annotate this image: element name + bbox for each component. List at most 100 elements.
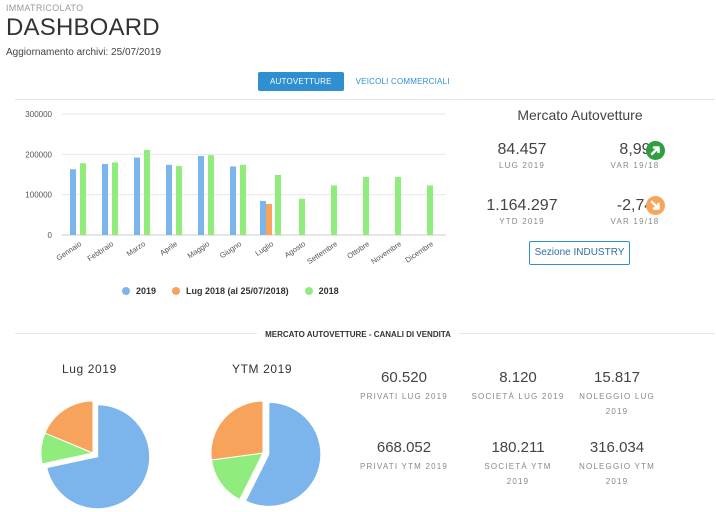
bar-2018[interactable] bbox=[176, 166, 182, 235]
bar-2018[interactable] bbox=[363, 176, 369, 235]
x-tick-label: Dicembre bbox=[403, 239, 435, 264]
bar-2018[interactable] bbox=[275, 174, 281, 235]
y-axis-ticks: 0 100000 200000 300000 bbox=[25, 110, 52, 240]
chart-grid bbox=[62, 113, 446, 236]
stat-societa-ytm-2019: 180.211 SOCIETÀ YTM 2019 bbox=[478, 439, 558, 489]
pie-slice-privati[interactable] bbox=[46, 404, 151, 510]
bar-2019[interactable] bbox=[230, 166, 236, 235]
bar-2019[interactable] bbox=[102, 164, 108, 235]
stat-label: SOCIETÀ LUG 2019 bbox=[471, 392, 565, 401]
stat-value: 15.817 bbox=[594, 369, 640, 386]
pie-slice-noleggio[interactable] bbox=[210, 400, 264, 461]
y-tick-label: 200000 bbox=[25, 150, 52, 159]
section-supertitle: IMMATRICOLATO bbox=[6, 3, 84, 13]
legend-label: 2019 bbox=[136, 286, 157, 296]
legend-item-2018[interactable]: 2018 bbox=[304, 286, 339, 296]
chart-legend: 2019 Lug 2018 (al 25/07/2018) 2018 bbox=[122, 286, 355, 296]
stat-label: PRIVATI LUG 2019 bbox=[360, 392, 448, 401]
bar-2019[interactable] bbox=[70, 169, 76, 235]
pie-slice-societ[interactable] bbox=[210, 452, 264, 501]
x-tick-label: Ottobre bbox=[345, 239, 371, 260]
pie-chart-lug-2019 bbox=[40, 400, 151, 510]
stat-var-month: 8,99 VAR 19/18 bbox=[580, 141, 690, 170]
bar-2018[interactable] bbox=[299, 198, 305, 235]
stat-label: VAR 19/18 bbox=[610, 161, 660, 170]
stat-label: NOLEGGIO YTM 2019 bbox=[578, 462, 656, 486]
bar-2018[interactable] bbox=[427, 185, 433, 235]
stat-label: YTD 2019 bbox=[499, 217, 545, 226]
x-tick-label: Maggio bbox=[186, 239, 211, 260]
legend-marker bbox=[122, 287, 130, 295]
legend-marker bbox=[172, 287, 181, 295]
legend-item-2019[interactable]: 2019 bbox=[122, 286, 156, 296]
y-tick-label: 300000 bbox=[25, 110, 52, 119]
stat-label: PRIVATI YTM 2019 bbox=[359, 462, 449, 471]
stat-var-ytd: -2,74 VAR 19/18 bbox=[580, 197, 690, 226]
y-tick-label: 100000 bbox=[25, 191, 52, 200]
stat-value: 180.211 bbox=[491, 439, 545, 456]
x-tick-label: Giugno bbox=[218, 239, 243, 260]
x-tick-label: Gennaio bbox=[55, 239, 84, 262]
sales-channels-title: MERCATO AUTOVETTURE - CANALI DI VENDITA bbox=[0, 330, 716, 339]
stat-label: LUG 2019 bbox=[498, 161, 546, 170]
x-tick-label: Settembre bbox=[305, 239, 339, 266]
stat-label: VAR 19/18 bbox=[610, 217, 660, 226]
bar-lug-2018[interactable] bbox=[266, 203, 272, 235]
stat-value: 8.120 bbox=[499, 369, 537, 386]
arrow-down-right-icon bbox=[646, 196, 665, 215]
pie-slice-privati[interactable] bbox=[244, 401, 322, 507]
stat-label: SOCIETÀ YTM 2019 bbox=[484, 462, 552, 486]
pie-title-ytm-2019: YTM 2019 bbox=[232, 362, 293, 376]
bar-2019[interactable] bbox=[134, 157, 140, 235]
legend-item-lug-2018[interactable]: Lug 2018 (al 25/07/2018) bbox=[172, 286, 289, 296]
x-tick-label: Novembre bbox=[369, 239, 403, 266]
tab-autovetture[interactable]: AUTOVETTURE bbox=[258, 72, 344, 91]
bar-2018[interactable] bbox=[395, 176, 401, 235]
tab-veicoli-commerciali[interactable]: VEICOLI COMMERCIALI bbox=[355, 77, 450, 86]
bar-2018[interactable] bbox=[331, 185, 337, 235]
x-tick-label: Marzo bbox=[125, 239, 147, 258]
stat-value: -2,74 bbox=[616, 197, 654, 214]
stat-noleggio-lug-2019: 15.817 NOLEGGIO LUG 2019 bbox=[577, 369, 657, 419]
stat-value: 1.164.297 bbox=[486, 197, 558, 214]
legend-marker bbox=[304, 287, 313, 295]
market-panel-title: Mercato Autovetture bbox=[517, 107, 643, 123]
x-tick-label: Aprile bbox=[158, 239, 179, 257]
bar-marks bbox=[70, 149, 433, 235]
pie-title-lug-2019: Lug 2019 bbox=[62, 362, 117, 376]
bar-2018[interactable] bbox=[240, 164, 246, 235]
pie-chart-ytm-2019 bbox=[210, 400, 322, 507]
bar-2018[interactable] bbox=[144, 149, 150, 235]
x-tick-label: Luglio bbox=[253, 239, 275, 258]
x-axis-ticks: Gennaio Febbraio Marzo Aprile Maggio Giugno Lu… bbox=[55, 239, 436, 266]
stat-societa-lug-2019: 8.120 SOCIETÀ LUG 2019 bbox=[463, 369, 573, 404]
bar-2019[interactable] bbox=[166, 164, 172, 235]
arrow-up-right-icon bbox=[646, 141, 665, 160]
x-tick-label: Febbraio bbox=[86, 239, 116, 263]
vehicle-type-tabs: AUTOVETTURE VEICOLI COMMERCIALI bbox=[258, 72, 462, 91]
stat-noleggio-ytm-2019: 316.034 NOLEGGIO YTM 2019 bbox=[577, 439, 657, 489]
stat-value: 316.034 bbox=[589, 439, 645, 456]
legend-label: Lug 2018 (al 25/07/2018) bbox=[186, 286, 289, 296]
legend-label: 2018 bbox=[318, 286, 339, 296]
bar-2019[interactable] bbox=[198, 155, 204, 235]
stat-value: 668.052 bbox=[376, 439, 432, 456]
bar-2018[interactable] bbox=[208, 155, 214, 235]
bar-2018[interactable] bbox=[112, 162, 118, 235]
stat-value: 60.520 bbox=[381, 369, 427, 386]
stat-label: NOLEGGIO LUG 2019 bbox=[579, 392, 655, 416]
bar-2018[interactable] bbox=[80, 163, 86, 235]
page-title: DASHBOARD bbox=[6, 14, 160, 41]
y-tick-label: 0 bbox=[48, 231, 53, 240]
industry-section-button[interactable]: Sezione INDUSTRY bbox=[529, 241, 630, 265]
divider bbox=[15, 99, 715, 100]
stat-privati-ytm-2019: 668.052 PRIVATI YTM 2019 bbox=[349, 439, 459, 474]
stat-value: 84.457 bbox=[497, 141, 547, 158]
pie-slice-noleggio[interactable] bbox=[44, 400, 94, 454]
bar-2019[interactable] bbox=[260, 200, 266, 235]
sales-channels-title-text: MERCATO AUTOVETTURE - CANALI DI VENDITA bbox=[257, 330, 459, 339]
monthly-registrations-bar-chart: 0 100000 200000 300000 Gennaio Febbraio Marzo… bbox=[25, 110, 446, 266]
stat-privati-lug-2019: 60.520 PRIVATI LUG 2019 bbox=[349, 369, 459, 404]
stat-value: 8,99 bbox=[619, 141, 651, 158]
stat-lug-2019: 84.457 LUG 2019 bbox=[467, 141, 577, 170]
